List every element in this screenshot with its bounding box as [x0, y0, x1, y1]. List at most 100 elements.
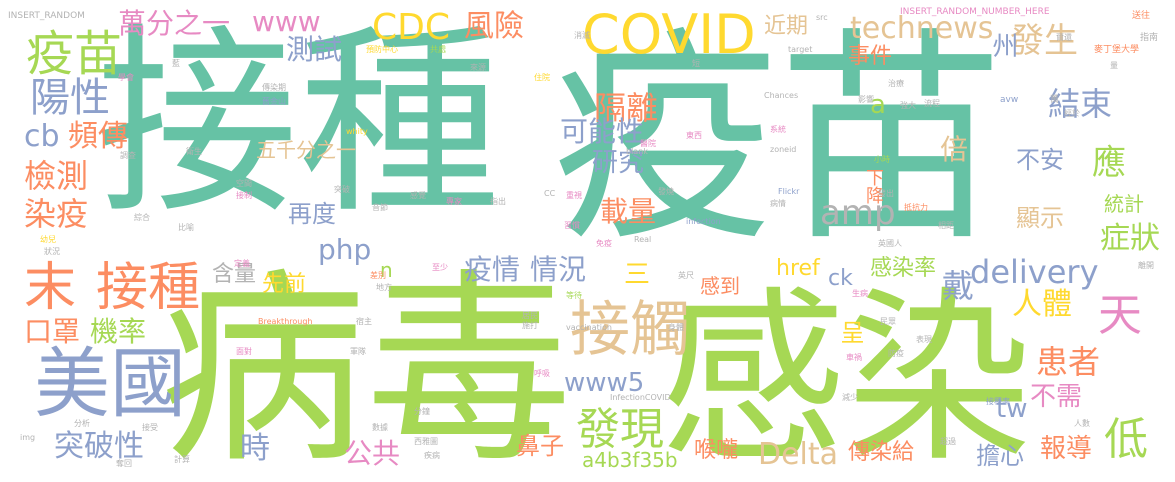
word-jumin: 居民: [522, 311, 538, 320]
word-yimiao: 疫苗: [552, 9, 1005, 272]
word-jiechu: 接觸: [570, 295, 690, 365]
word-fachu: 發出: [878, 189, 894, 198]
word-chuanranqi: 傳染期: [262, 83, 286, 92]
word-yingchi: 英尺: [678, 271, 694, 280]
word-chuanrangei: 傳染給: [848, 440, 915, 465]
word-difang: 地方: [376, 283, 392, 292]
word-tongji: 統計: [1104, 192, 1144, 216]
word-zhengzhuang: 症狀: [1100, 221, 1160, 256]
word-lan: 藍: [172, 59, 180, 68]
word-pinchuan: 頻傳: [68, 119, 128, 154]
word-mo: 末: [24, 258, 77, 318]
word-biaoxian: 表現: [916, 335, 932, 344]
word-huanzhe: 患者: [1036, 343, 1101, 381]
word-technews: technews: [850, 11, 994, 46]
word-jiezhonglv: 接種率: [986, 397, 1010, 406]
word-zhuyuan: 住院: [534, 73, 550, 82]
word-jieshou: 接受: [142, 423, 158, 432]
word-wan: 萬: [1050, 95, 1060, 105]
word-breakthrough: Breakthrough: [258, 317, 313, 326]
word-jiance: 檢測: [24, 157, 89, 195]
word-zhinan: 指南: [1140, 33, 1159, 43]
word-cdc: CDC: [372, 7, 450, 48]
word-geli: 隔離: [594, 89, 659, 127]
word-likai: 離開: [1138, 261, 1154, 270]
word-zaidu: 再度: [288, 200, 336, 228]
word-yinjie: 音節: [372, 203, 388, 212]
word-jieshu: 結束: [1048, 85, 1113, 123]
word-dengdai: 等待: [566, 291, 582, 300]
word-zhiliao: 治療: [888, 79, 904, 88]
word-kongjian: 空間: [236, 179, 252, 188]
word-vaccination: vaccination: [566, 323, 612, 332]
word-kenengxing: 可能性: [560, 115, 645, 148]
word-a: a: [870, 90, 886, 120]
word-zhuanjia: 專家: [446, 197, 462, 206]
word-jianshao: 減少: [842, 393, 858, 402]
word-xiguan: 習慣: [564, 221, 580, 230]
word-yingxiang: 影響: [858, 95, 874, 104]
word-yimiao-green: 疫苗: [26, 26, 123, 82]
word-flickr: Flickr: [778, 187, 800, 196]
word-renshu: 人數: [1074, 419, 1090, 428]
word-fangyi: 防疫: [888, 349, 904, 358]
word-href: href: [776, 256, 820, 281]
word-dingyi: 定義: [234, 259, 250, 268]
word-jiezhi: 接制: [236, 191, 252, 200]
word-xiajiang: 下降: [863, 168, 884, 204]
word-faxian: 發現: [576, 404, 664, 455]
word-diaocha: 調查: [120, 151, 136, 160]
word-shuju: 數據: [372, 423, 388, 432]
word-ranyi: 染疫: [24, 195, 89, 233]
word-tupoxing: 突破性: [54, 429, 144, 464]
word-youer: 幼兒: [40, 235, 56, 244]
word-zhongshi: 重視: [566, 191, 582, 200]
word-dikangli: 抵抗力: [904, 203, 928, 212]
word-renti: 人體: [1012, 287, 1072, 322]
word-insert-random: INSERT_RANDOM: [8, 11, 85, 21]
word-hanliang: 含量: [212, 262, 257, 287]
word-xiyatu: 西雅圖: [414, 437, 438, 446]
word-ck: ck: [828, 266, 853, 291]
word-ganran: 感染: [660, 270, 1033, 482]
word-liang: 量: [1110, 61, 1118, 70]
word-delta: Delta: [758, 437, 839, 472]
word-qiangda: 強大: [900, 101, 916, 110]
word-zhou: 州: [988, 32, 1018, 58]
word-cheng: 呈: [836, 320, 864, 344]
word-shijian: 事件: [848, 44, 893, 69]
word-xiaomie: 消滅: [574, 31, 590, 40]
word-maidingbao: 麥丁堡大學: [1094, 45, 1140, 55]
word-miandui: 面對: [236, 347, 252, 356]
word-mianyi: 免疫: [596, 239, 612, 248]
word-buxu: 不需: [1030, 382, 1083, 412]
word-jiezhong: 接種: [96, 5, 500, 241]
word-duan: 短: [692, 59, 700, 68]
word-wuqianfenzhiyi: 五千分之一: [256, 138, 356, 162]
word-jibing: 疾病: [424, 451, 440, 460]
word-cb: cb: [24, 119, 60, 154]
word-chabie: 差別: [370, 271, 386, 280]
word-a4b3f35b: a4b3f35b: [582, 448, 678, 472]
word-avw: avw: [1000, 95, 1019, 105]
word-whity: whity: [346, 127, 368, 136]
word-fengxian: 風險: [464, 9, 524, 44]
word-jinqi: 近期: [764, 14, 809, 39]
word-gandao: 感到: [700, 274, 740, 298]
word-delivery: delivery: [970, 253, 1099, 291]
word-jingyu: 經於: [1064, 109, 1080, 118]
word-chehuo: 車禍: [846, 353, 862, 362]
word-xiangju: 相距: [938, 221, 954, 230]
word-tw: tw: [996, 394, 1028, 424]
word-chances: Chances: [764, 91, 799, 100]
word-xuehui: 學會: [118, 73, 134, 82]
word-fasheng: 發生: [1010, 21, 1078, 61]
word-suzhu: 宿主: [356, 317, 372, 326]
word-zhuangkuang: 狀況: [44, 247, 60, 256]
word-buan: 不安: [1016, 146, 1064, 174]
word-dai: 戴: [942, 267, 975, 305]
word-ganranlv: 感染率: [870, 256, 937, 281]
word-n: n: [380, 258, 393, 282]
word-tupo: 突破: [334, 185, 350, 194]
word-minzhong: 民眾: [880, 317, 896, 326]
